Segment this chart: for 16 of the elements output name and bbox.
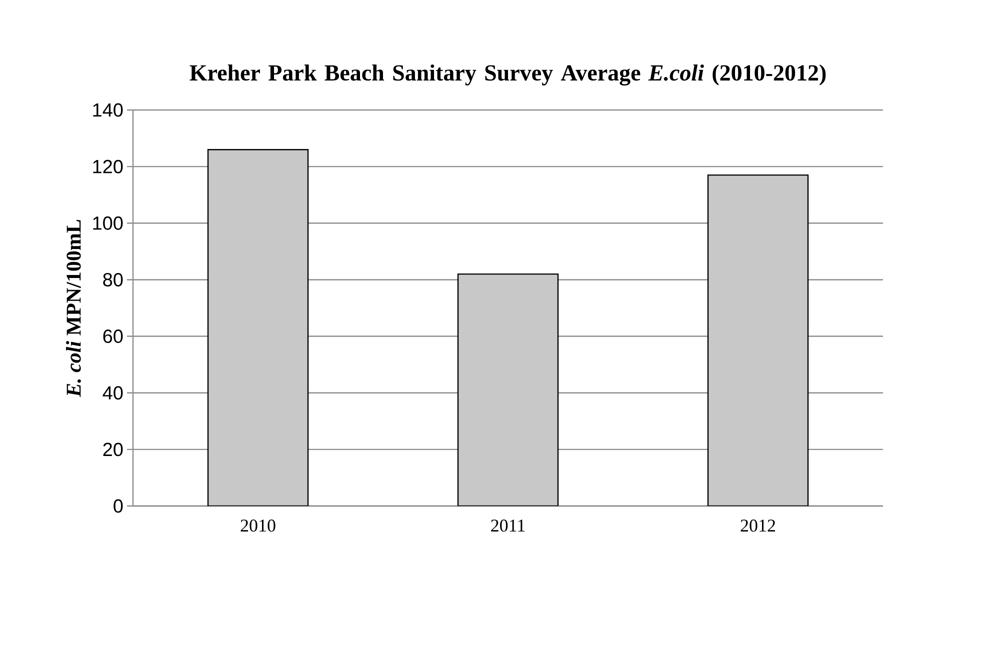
x-tick-label: 2012 bbox=[740, 520, 776, 532]
y-tick-label: 60 bbox=[103, 330, 123, 344]
y-tick-label: 80 bbox=[103, 272, 123, 286]
bar bbox=[207, 148, 309, 506]
y-tick-label: 40 bbox=[102, 386, 123, 400]
y-tick-label: 120 bbox=[93, 160, 123, 174]
y-tick-label: 20 bbox=[103, 442, 123, 456]
chart-title: Kreher Park Beach Sanitary Survey Average E.coli (2010-2012) bbox=[190, 64, 826, 86]
x-tick-label: 2011 bbox=[491, 520, 525, 532]
bar bbox=[707, 174, 809, 506]
bar bbox=[457, 273, 559, 506]
x-tick-label: 2010 bbox=[240, 520, 276, 532]
y-tick-label: 100 bbox=[93, 216, 123, 230]
y-axis-title: E. coli MPN/100mL bbox=[66, 220, 81, 398]
y-tick-label: 140 bbox=[93, 103, 123, 117]
y-tick-label: 0 bbox=[114, 499, 123, 513]
